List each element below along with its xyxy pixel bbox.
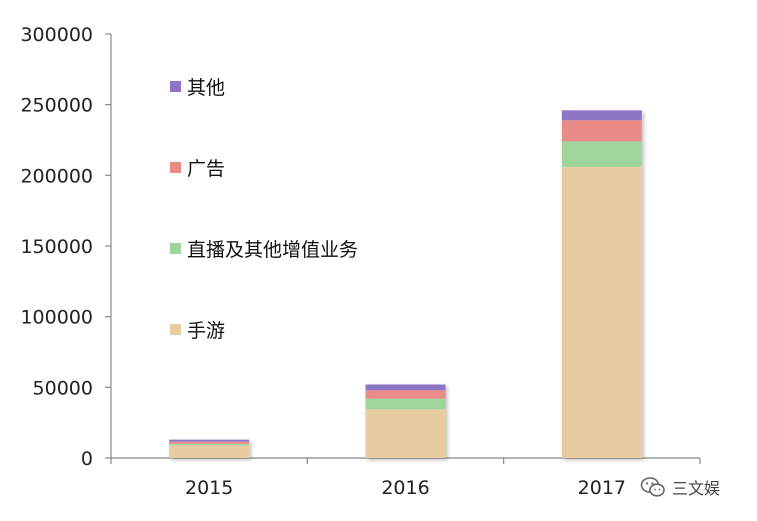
x-tick-label: 2015 <box>185 477 233 499</box>
bar-segment <box>365 409 446 458</box>
bar-segment <box>561 120 642 142</box>
bar-segment <box>169 445 250 458</box>
bar-stack-2016 <box>365 384 446 458</box>
bar-segment <box>365 398 446 410</box>
legend-item: 广告 <box>170 158 225 180</box>
y-tick-label: 0 <box>81 448 93 470</box>
legend-item: 其他 <box>170 77 225 99</box>
bar-segment <box>561 141 642 167</box>
y-tick-label: 100000 <box>20 307 93 329</box>
legend-swatch <box>170 81 181 92</box>
y-tick-label: 50000 <box>33 377 93 399</box>
bar-stack-2017 <box>561 110 642 458</box>
legend-item: 直播及其他增值业务 <box>170 239 358 261</box>
bar-segment <box>561 166 642 458</box>
y-tick-label: 250000 <box>20 95 93 117</box>
y-tick-label: 200000 <box>20 165 93 187</box>
bar-segment <box>169 443 250 446</box>
legend-swatch <box>170 243 181 254</box>
legend-swatch <box>170 324 181 335</box>
bar-stack-2015 <box>169 439 250 458</box>
legend-swatch <box>170 162 181 173</box>
x-tick-label: 2017 <box>578 477 626 499</box>
x-tick-label: 2016 <box>381 477 429 499</box>
axes: 0 50000 100000 150000 200000 250000 300000 2015… <box>20 24 701 499</box>
legend-label: 其他 <box>187 77 225 99</box>
bar-segment <box>365 390 446 399</box>
bars <box>169 110 642 458</box>
bar-segment <box>169 441 250 444</box>
legend-label: 手游 <box>187 320 225 342</box>
legend-label: 直播及其他增值业务 <box>187 239 358 261</box>
wechat-icon <box>640 477 665 497</box>
watermark: 三文娱 <box>640 475 720 499</box>
watermark-text: 三文娱 <box>672 479 721 498</box>
y-tick-label: 300000 <box>20 24 93 46</box>
bar-segment <box>365 384 446 391</box>
legend-item: 手游 <box>170 320 225 342</box>
legend-label: 广告 <box>187 158 225 180</box>
y-tick-label: 150000 <box>20 236 93 258</box>
bar-segment <box>561 110 642 121</box>
bar-segment <box>169 439 250 442</box>
